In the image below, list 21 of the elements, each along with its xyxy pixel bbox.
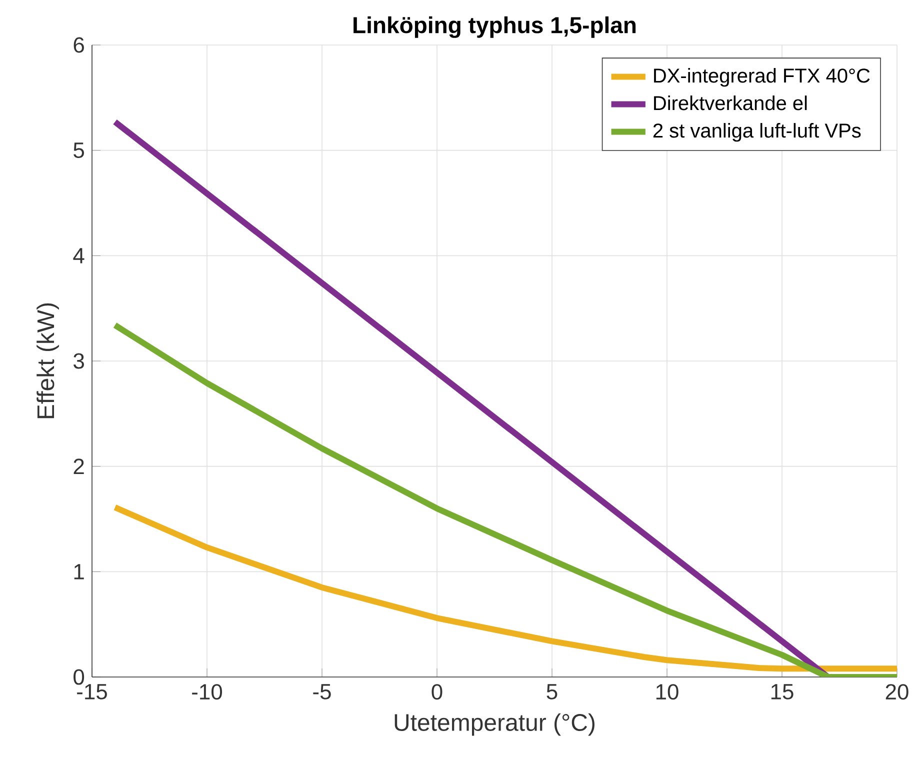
legend-label: 2 st vanliga luft-luft VPs — [653, 123, 861, 142]
y-tick-label: 4 — [73, 248, 84, 264]
y-tick-label: 0 — [74, 669, 84, 685]
x-tick-label: 20 — [886, 684, 908, 700]
y-tick-label: 6 — [74, 37, 84, 53]
x-tick-label: 15 — [771, 684, 794, 700]
x-tick-label: 10 — [656, 684, 678, 700]
legend-label: DX-integrerad FTX 40°C — [654, 68, 870, 87]
x-tick-label: -5 — [313, 684, 331, 700]
y-tick-label: 1 — [74, 564, 84, 580]
x-tick-label: 5 — [546, 684, 558, 700]
legend-label: Direktverkande el — [654, 96, 807, 110]
x-tick-label: -10 — [192, 684, 222, 700]
y-tick-label: 2 — [74, 458, 84, 474]
y-tick-label: 3 — [74, 353, 84, 369]
y-axis-title: Effekt (kW) — [36, 303, 59, 418]
chart-title: Linköping typhus 1,5-plan — [354, 16, 636, 38]
y-tick-label: 5 — [74, 142, 84, 158]
x-tick-label: -15 — [77, 684, 107, 700]
x-tick-label: 0 — [432, 684, 442, 700]
x-axis-title: Utetemperatur (°C) — [394, 713, 594, 736]
